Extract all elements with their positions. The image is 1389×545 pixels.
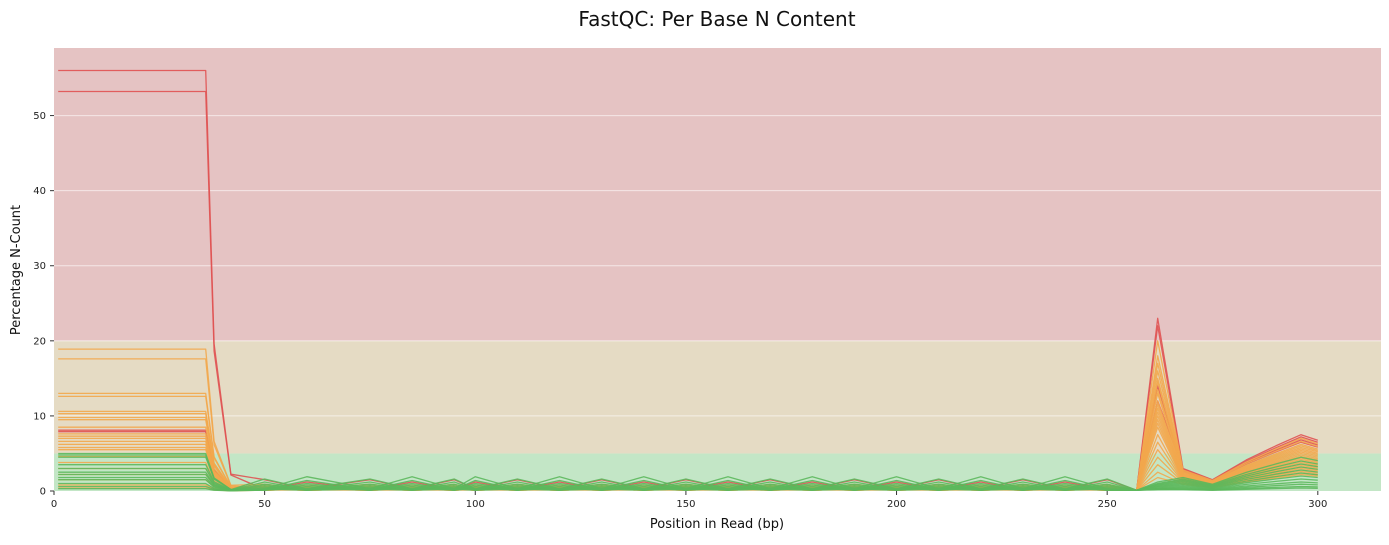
threshold-band-2: [54, 48, 1381, 341]
y-tick-label-40: 40: [33, 186, 46, 197]
x-axis-title: Position in Read (bp): [650, 517, 784, 532]
x-tick-label-150: 150: [676, 499, 695, 510]
series-lines: [58, 69, 1319, 492]
x-tick-label-300: 300: [1308, 499, 1327, 510]
y-axis-title: Percentage N-Count: [9, 205, 24, 335]
y-tick-label-20: 20: [33, 336, 46, 347]
x-tick-label-100: 100: [466, 499, 485, 510]
x-tick-label-200: 200: [887, 499, 906, 510]
x-tick-label-0: 0: [51, 499, 57, 510]
y-tick-label-0: 0: [40, 487, 46, 498]
x-tick-label-250: 250: [1098, 499, 1117, 510]
series-line-38: [58, 487, 1318, 492]
x-tick-label-50: 50: [258, 499, 271, 510]
chart-title: FastQC: Per Base N Content: [578, 7, 855, 31]
series-line-31: [58, 467, 1318, 491]
y-tick-label-10: 10: [33, 411, 46, 422]
threshold-band-1: [54, 340, 1381, 454]
y-tick-label-30: 30: [33, 261, 46, 272]
threshold-bands: [54, 48, 1381, 491]
series-line-36: [58, 482, 1318, 492]
y-tick-label-50: 50: [33, 111, 46, 122]
axes: 0 50 100 150 200 250 300 0 10 20 30 40 50: [33, 111, 1327, 510]
